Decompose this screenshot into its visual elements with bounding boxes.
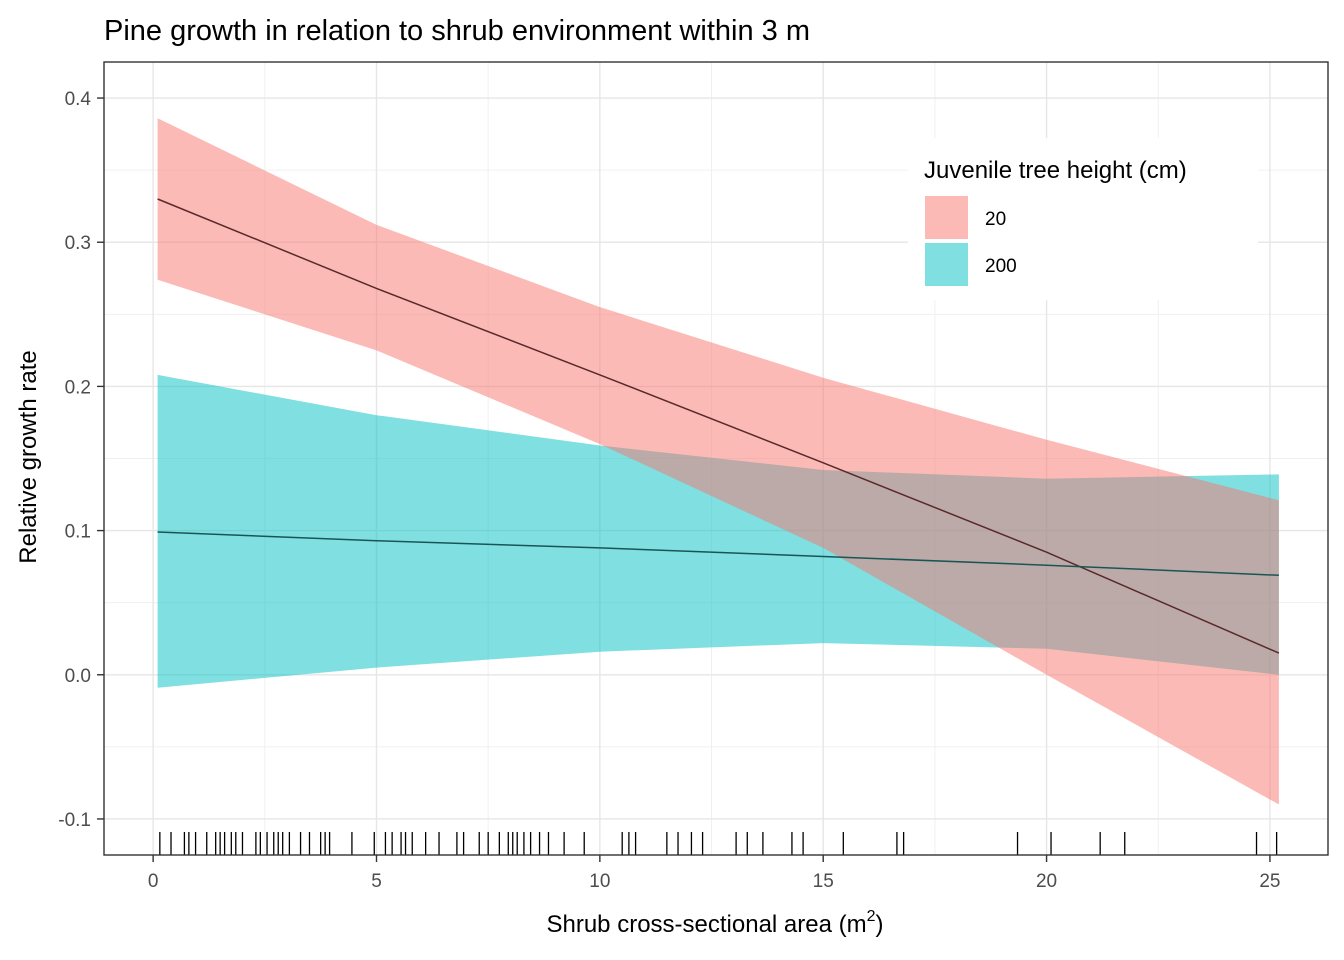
- y-tick-label: -0.1: [58, 810, 91, 831]
- panel-border: [103, 61, 1329, 856]
- x-tick-label: 15: [813, 871, 834, 892]
- x-tick-label: 10: [589, 871, 610, 892]
- x-axis-title: Shrub cross-sectional area (m2): [546, 908, 883, 938]
- confidence-bands: [157, 118, 1279, 805]
- y-tick-label: 0.3: [65, 233, 91, 254]
- fit-lines: [157, 198, 1280, 654]
- legend-swatch-20: [925, 196, 968, 239]
- axis-ticks: 0 5 10 15 20 25 -0.1 0.0 0.1 0.2 0.3 0.4: [58, 89, 1280, 892]
- chart-title: Pine growth in relation to shrub environ…: [104, 15, 810, 47]
- y-tick-label: 0.0: [65, 666, 91, 687]
- x-tick-label: 5: [371, 871, 382, 892]
- x-axis-title-superscript: 2: [867, 908, 876, 925]
- x-tick-label: 0: [148, 871, 159, 892]
- fit-line-20: [157, 198, 1280, 654]
- y-tick-label: 0.4: [65, 89, 92, 110]
- legend-label-20: 20: [985, 209, 1006, 230]
- legend-label-200: 200: [985, 256, 1017, 277]
- legend: Juvenile tree height (cm) 20 200: [908, 138, 1258, 300]
- legend-swatch-200: [925, 243, 968, 286]
- y-axis-title: Relative growth rate: [15, 350, 42, 563]
- y-tick-label: 0.2: [65, 377, 91, 398]
- fit-line-200: [157, 531, 1279, 577]
- x-tick-label: 25: [1259, 871, 1280, 892]
- confidence-band-20: [157, 118, 1279, 805]
- legend-items: 20 200: [925, 196, 1017, 286]
- legend-title: Juvenile tree height (cm): [924, 157, 1187, 184]
- rug-ticks: [159, 832, 1278, 855]
- y-tick-label: 0.1: [65, 522, 91, 543]
- x-axis-title-main: Shrub cross-sectional area (m: [546, 911, 866, 938]
- x-tick-label: 20: [1036, 871, 1057, 892]
- x-axis-title-close: ): [876, 911, 884, 938]
